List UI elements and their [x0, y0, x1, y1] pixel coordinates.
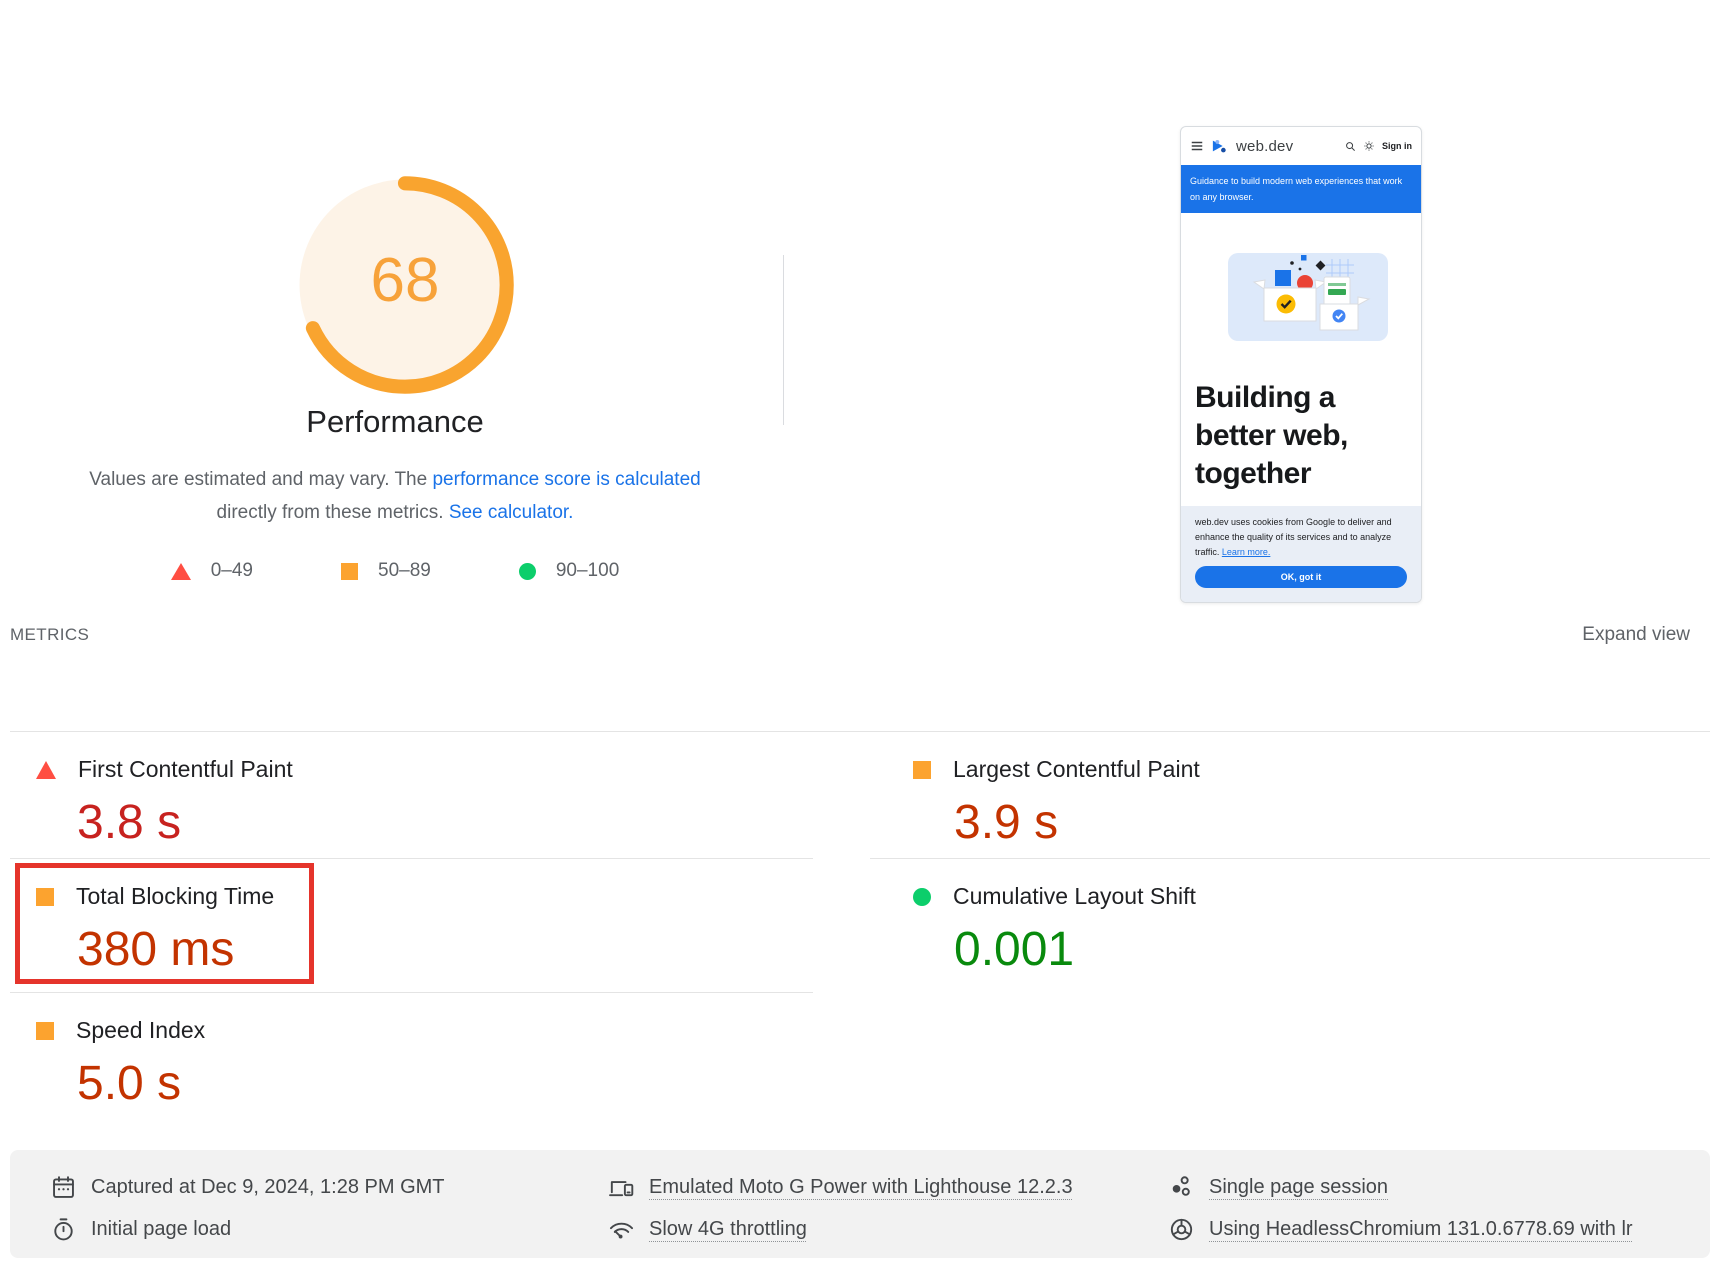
final-screenshot-thumbnail: web.dev Sign in Guidance to build modern… [1180, 126, 1422, 603]
average-square-icon [36, 887, 54, 906]
theme-toggle-icon[interactable] [1363, 140, 1375, 152]
legend-item-fail: 0–49 [170, 560, 254, 582]
cookie-banner: web.dev uses cookies from Google to deli… [1181, 506, 1421, 602]
site-banner: Guidance to build modern web experiences… [1181, 165, 1421, 213]
network-icon [609, 1222, 634, 1239]
score-calculated-link[interactable]: performance score is calculated [432, 469, 701, 490]
metric-label: First Contentful Paint [78, 756, 293, 782]
divider [870, 858, 1710, 859]
metric-total-blocking-time: Total Blocking Time 380 ms [10, 859, 813, 992]
performance-score-gauge[interactable]: 68 [292, 172, 518, 398]
legend-item-pass: 90–100 [518, 560, 620, 582]
legend-range: 50–89 [378, 560, 431, 581]
emulated-device-link[interactable]: Emulated Moto G Power with Lighthouse 12… [649, 1176, 1073, 1198]
metric-cumulative-layout-shift: Cumulative Layout Shift 0.001 [870, 859, 1710, 992]
cookie-text: web.dev uses cookies from Google to deli… [1195, 515, 1407, 560]
metric-label: Largest Contentful Paint [953, 756, 1200, 782]
metric-value: 0.001 [954, 923, 1075, 976]
cookie-ok-button[interactable]: OK, got it [1195, 566, 1407, 588]
calendar-icon [53, 1176, 74, 1198]
average-square-icon [341, 562, 359, 580]
description-text-2: directly from these metrics. [216, 502, 449, 523]
footer-captured-at: Captured at Dec 9, 2024, 1:28 PM GMT [50, 1174, 445, 1201]
devices-icon [609, 1181, 634, 1197]
learn-more-link[interactable]: Learn more. [1221, 547, 1271, 557]
throttling-link[interactable]: Slow 4G throttling [649, 1218, 807, 1240]
divider [10, 992, 813, 993]
metric-label: Speed Index [76, 1017, 206, 1043]
chromium-link[interactable]: Using HeadlessChromium 131.0.6778.69 wit… [1209, 1218, 1633, 1240]
hero-illustration [1228, 253, 1388, 341]
description-text: Values are estimated and may vary. The [89, 469, 433, 490]
metric-label: Cumulative Layout Shift [953, 883, 1196, 909]
fail-triangle-icon [36, 760, 56, 779]
footer-session: Single page session [1168, 1174, 1388, 1201]
legend-range: 90–100 [555, 560, 620, 581]
metric-first-contentful-paint: First Contentful Paint 3.8 s [10, 732, 813, 858]
average-square-icon [36, 1021, 54, 1040]
metrics-section-header: METRICS Expand view [10, 624, 1690, 646]
metric-speed-index: Speed Index 5.0 s [10, 993, 813, 1120]
see-calculator-link[interactable]: See calculator. [448, 502, 574, 523]
footer-text: Captured at Dec 9, 2024, 1:28 PM GMT [91, 1176, 445, 1198]
performance-score-value: 68 [370, 245, 440, 315]
hero-heading: Building a better web, together [1195, 381, 1348, 490]
boxes-illustration-icon [1252, 255, 1371, 331]
metric-value: 5.0 s [77, 1057, 182, 1110]
category-title: Performance [306, 404, 484, 439]
metric-largest-contentful-paint: Largest Contentful Paint 3.9 s [870, 732, 1710, 858]
webdev-logo-icon [1212, 139, 1226, 153]
footer-text: Initial page load [91, 1218, 232, 1240]
expand-view-button[interactable]: Expand view [1582, 624, 1690, 645]
stopwatch-icon [54, 1218, 73, 1241]
metric-value: 380 ms [77, 923, 235, 976]
divider [783, 255, 784, 425]
cookie-text-body: web.dev uses cookies from Google to deli… [1195, 517, 1392, 557]
metric-value: 3.9 s [954, 796, 1059, 849]
metric-label: Total Blocking Time [76, 883, 275, 909]
menu-icon[interactable] [1190, 139, 1204, 153]
score-description: Values are estimated and may vary. The p… [85, 463, 705, 529]
thumb-site-header: web.dev Sign in [1181, 127, 1421, 165]
footer-chromium: Using HeadlessChromium 131.0.6778.69 wit… [1168, 1216, 1633, 1243]
legend-range: 0–49 [210, 560, 254, 581]
site-title: web.dev [1236, 137, 1294, 155]
runtime-settings-footer: Captured at Dec 9, 2024, 1:28 PM GMT Ini… [10, 1150, 1710, 1258]
metric-value: 3.8 s [77, 796, 182, 849]
session-link[interactable]: Single page session [1209, 1176, 1389, 1198]
search-icon[interactable] [1345, 141, 1356, 152]
sign-in-button[interactable]: Sign in [1382, 141, 1412, 151]
pass-circle-icon [913, 887, 931, 906]
divider [10, 858, 813, 859]
score-legend: 0–49 50–89 90–100 [0, 560, 790, 582]
legend-item-average: 50–89 [341, 560, 431, 582]
metrics-section-title: METRICS [10, 625, 90, 644]
footer-emulated-device: Emulated Moto G Power with Lighthouse 12… [608, 1174, 1073, 1201]
gauge-arc-icon [296, 176, 514, 394]
sample-dots-icon [1172, 1176, 1190, 1196]
divider [10, 731, 1710, 732]
average-square-icon [913, 760, 931, 779]
pass-circle-icon [518, 562, 536, 580]
footer-initial-page-load: Initial page load [50, 1216, 231, 1243]
fail-triangle-icon [170, 562, 191, 580]
chromium-icon [1170, 1218, 1193, 1241]
footer-throttling: Slow 4G throttling [608, 1216, 807, 1243]
